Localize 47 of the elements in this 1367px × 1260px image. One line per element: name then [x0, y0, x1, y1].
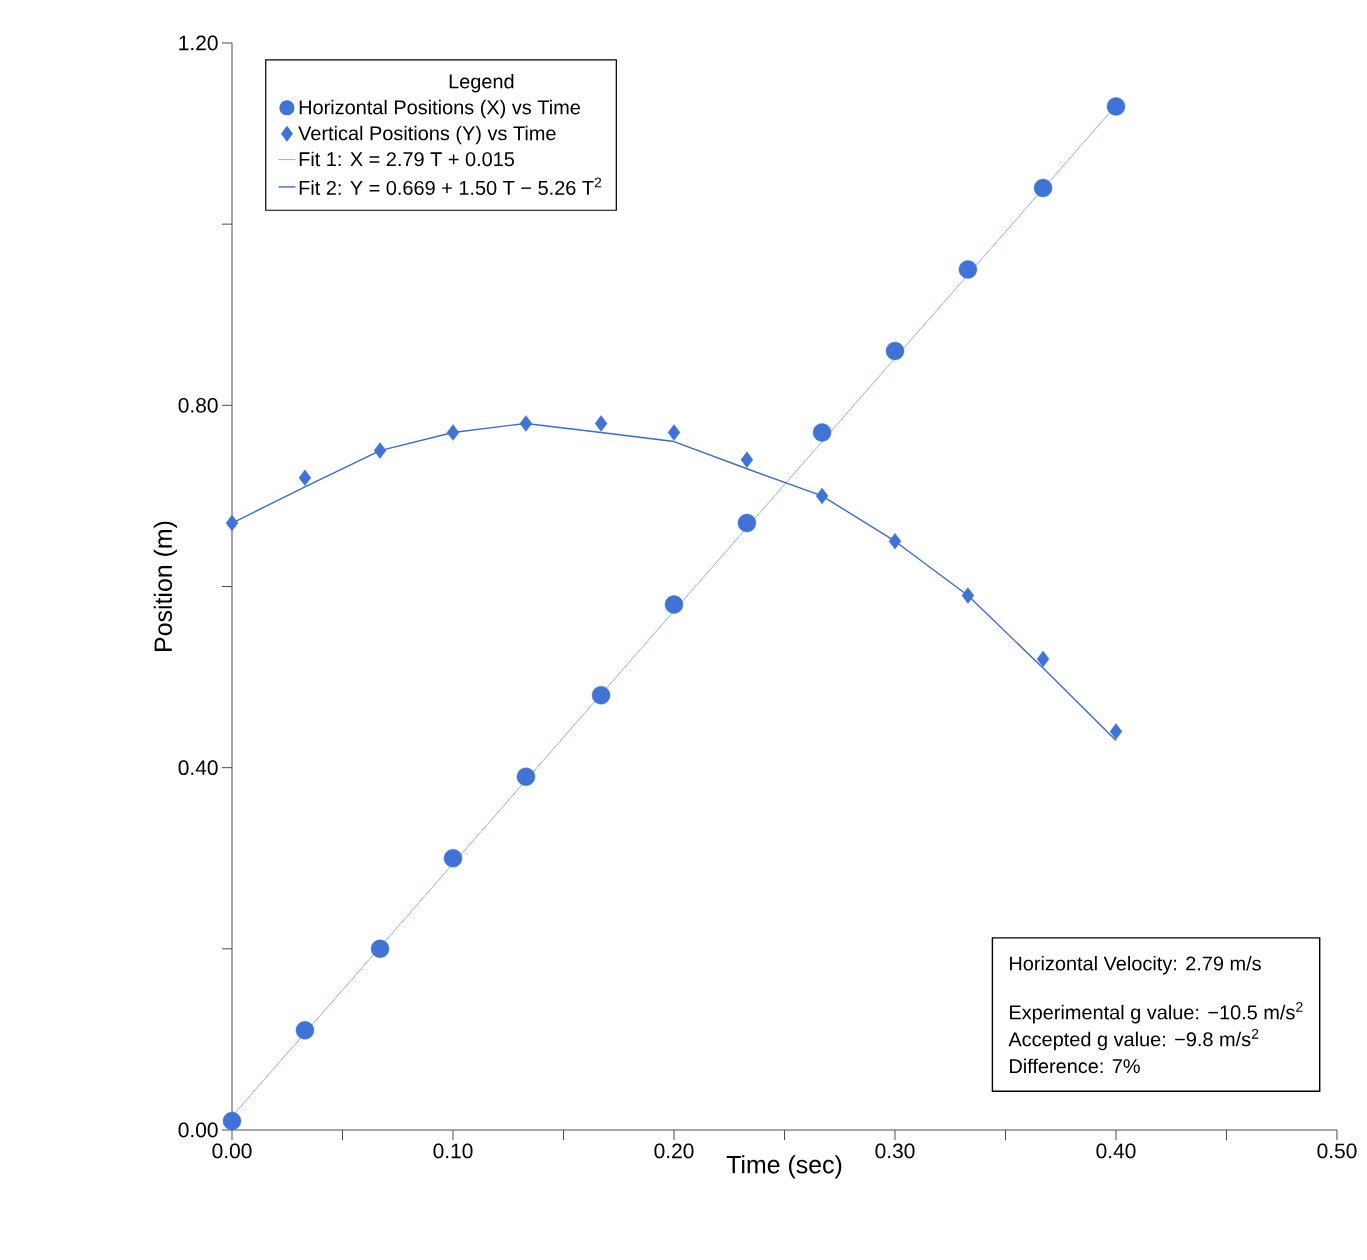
x-tick-label: 0.00	[212, 1143, 252, 1159]
legend-title: Legend	[449, 73, 514, 93]
point	[591, 685, 611, 705]
point	[812, 423, 832, 442]
point	[370, 939, 390, 959]
legend-label: Fit 2: Y = 0.669 + 1.50 T − 5.26 T$^{2}$	[299, 177, 602, 195]
point	[594, 415, 608, 432]
legend-label: Vertical Positions (Y) vs Time	[298, 125, 556, 145]
legend-label: Fit 1: X = 2.79 T + 0.015	[299, 151, 515, 167]
x-axis-title: Time (sec)	[726, 1155, 842, 1179]
point	[958, 260, 978, 279]
point	[1106, 97, 1126, 116]
point	[740, 451, 754, 468]
point	[815, 487, 829, 505]
point	[222, 1111, 242, 1131]
legend-label: Horizontal Positions (X) vs Time	[299, 99, 580, 119]
annotation: Accepted g value: −9.8 m/s$^{2}$	[1008, 1028, 1259, 1051]
x-tick-label: 0.20	[654, 1143, 694, 1159]
point	[888, 533, 902, 550]
point	[885, 341, 905, 361]
annotation: Horizontal Velocity: 2.79 m/s	[1010, 955, 1261, 975]
point	[516, 767, 536, 786]
point	[295, 1021, 315, 1040]
point	[298, 469, 312, 486]
y-tick-label: 0.80	[178, 397, 218, 413]
y-tick-label: 1.20	[179, 35, 218, 51]
point	[373, 442, 387, 459]
point	[1033, 178, 1053, 198]
x-tick-label: 0.50	[1317, 1143, 1357, 1159]
point	[225, 514, 239, 532]
point	[446, 424, 460, 441]
point	[737, 513, 757, 533]
y-tick-label: 0.00	[178, 1122, 218, 1138]
point	[443, 849, 463, 868]
point	[961, 587, 975, 604]
point	[519, 415, 533, 432]
y-axis-title: Position (m)	[153, 521, 177, 651]
annotation: Difference: 7%	[1010, 1058, 1140, 1074]
point	[667, 424, 681, 441]
point	[1109, 723, 1123, 740]
x-tick-label: 0.30	[875, 1143, 915, 1159]
annotation: Experimental g value: −10.5 m/s$^{2}$	[1010, 1002, 1303, 1024]
x-tick-label: 0.40	[1096, 1143, 1136, 1159]
y-tick-label: 0.40	[178, 760, 218, 776]
point	[1036, 650, 1050, 668]
point	[664, 595, 684, 614]
x-tick-label: 0.10	[433, 1143, 473, 1159]
